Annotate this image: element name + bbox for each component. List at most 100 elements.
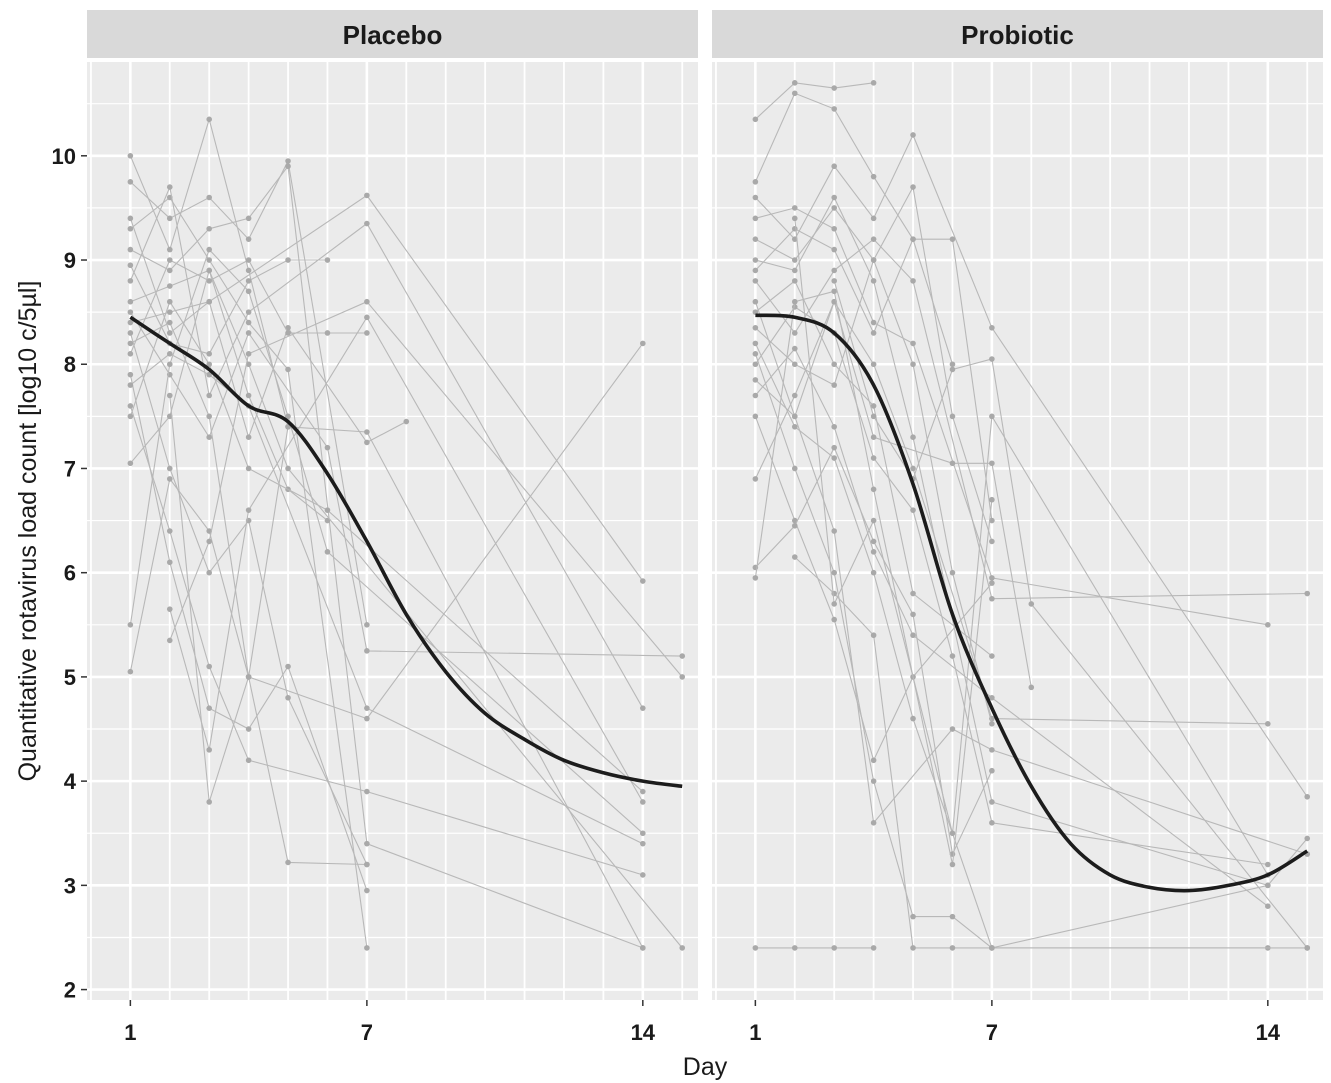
y-tick-label: 10 xyxy=(52,144,76,169)
subject-point xyxy=(324,549,331,555)
subject-point xyxy=(206,257,212,263)
subject-point xyxy=(791,330,798,336)
subject-point xyxy=(752,309,759,315)
subject-point xyxy=(166,319,173,326)
subject-point xyxy=(870,413,877,420)
strip-label-placebo: Placebo xyxy=(343,20,443,50)
subject-point xyxy=(752,116,759,123)
subject-line xyxy=(129,300,644,793)
subject-point xyxy=(989,324,995,331)
strip-probiotic xyxy=(712,10,1323,58)
subject-point xyxy=(403,418,410,425)
subject-point xyxy=(870,361,877,368)
subject-point xyxy=(285,163,291,170)
subject-trajectories-placebo xyxy=(127,116,686,951)
subject-trajectory xyxy=(752,80,877,123)
subject-point xyxy=(206,747,212,753)
subject-trajectory xyxy=(752,288,995,868)
subject-point xyxy=(989,460,995,467)
subject-point xyxy=(166,184,173,190)
subject-point xyxy=(791,298,798,305)
subject-trajectory xyxy=(127,158,370,628)
subject-trajectory xyxy=(127,257,370,357)
subject-point xyxy=(364,192,370,199)
subject-point xyxy=(910,340,916,347)
subject-point xyxy=(831,455,837,461)
y-tick-label: 4 xyxy=(64,769,77,794)
subject-point xyxy=(791,554,798,560)
subject-line xyxy=(129,343,644,720)
subject-point xyxy=(364,439,370,446)
subject-point xyxy=(791,345,798,352)
subject-point xyxy=(1304,793,1311,800)
subject-point xyxy=(949,653,956,659)
subject-line xyxy=(754,92,954,365)
subject-point xyxy=(166,246,173,253)
subject-point xyxy=(791,257,798,263)
subject-trajectory xyxy=(127,371,370,894)
subject-point xyxy=(870,538,877,545)
subject-point xyxy=(989,945,995,951)
subject-point xyxy=(166,257,173,263)
subject-point xyxy=(831,423,837,430)
subject-point xyxy=(679,653,686,659)
subject-point xyxy=(910,236,916,242)
subject-point xyxy=(640,705,646,711)
subject-point xyxy=(166,637,173,644)
subject-point xyxy=(127,622,134,628)
subject-point xyxy=(910,184,916,190)
subject-point xyxy=(831,590,837,597)
subject-point xyxy=(127,382,134,388)
y-tick-label: 7 xyxy=(64,456,76,481)
subject-point xyxy=(127,403,134,409)
subject-point xyxy=(166,606,173,612)
subject-point xyxy=(640,830,646,837)
subject-point xyxy=(949,830,956,837)
subject-point xyxy=(127,371,134,378)
subject-point xyxy=(831,278,837,284)
subject-point xyxy=(206,225,212,232)
subject-point xyxy=(166,476,173,482)
subject-point xyxy=(679,674,686,680)
subject-point xyxy=(752,194,759,201)
subject-point xyxy=(791,423,798,430)
subject-point xyxy=(752,278,759,284)
x-tick-label: 7 xyxy=(986,1020,998,1045)
subject-trajectory xyxy=(752,236,1311,602)
subject-point xyxy=(910,945,916,951)
subject-line xyxy=(130,159,368,625)
subject-point xyxy=(245,434,252,441)
subject-point xyxy=(127,351,134,357)
subject-point xyxy=(752,392,759,399)
subject-point xyxy=(206,267,212,274)
subject-point xyxy=(910,278,916,284)
subject-point xyxy=(989,575,995,581)
subject-point xyxy=(245,465,252,472)
subject-point xyxy=(791,205,798,211)
subject-point xyxy=(870,215,877,222)
subject-trajectory xyxy=(752,278,995,659)
subject-point xyxy=(285,663,291,670)
subject-point xyxy=(285,465,291,472)
x-tick-label: 1 xyxy=(749,1020,761,1045)
subject-point xyxy=(870,319,877,326)
subject-point xyxy=(910,361,916,368)
subject-trajectory xyxy=(752,413,995,764)
subject-point xyxy=(870,403,877,409)
subject-point xyxy=(791,215,798,222)
subject-point xyxy=(831,569,837,576)
subject-point xyxy=(870,757,877,764)
subject-trajectory xyxy=(166,298,686,680)
y-tick-label: 9 xyxy=(64,248,76,273)
subject-point xyxy=(127,319,134,326)
subject-trajectory xyxy=(166,314,646,805)
subject-point xyxy=(206,799,212,805)
y-tick-label: 8 xyxy=(64,352,76,377)
subject-point xyxy=(285,257,291,263)
subject-point xyxy=(640,945,646,951)
subject-line xyxy=(755,82,874,120)
subject-point xyxy=(245,319,252,326)
subject-point xyxy=(870,257,877,263)
subject-point xyxy=(791,392,798,399)
subject-point xyxy=(752,575,759,581)
